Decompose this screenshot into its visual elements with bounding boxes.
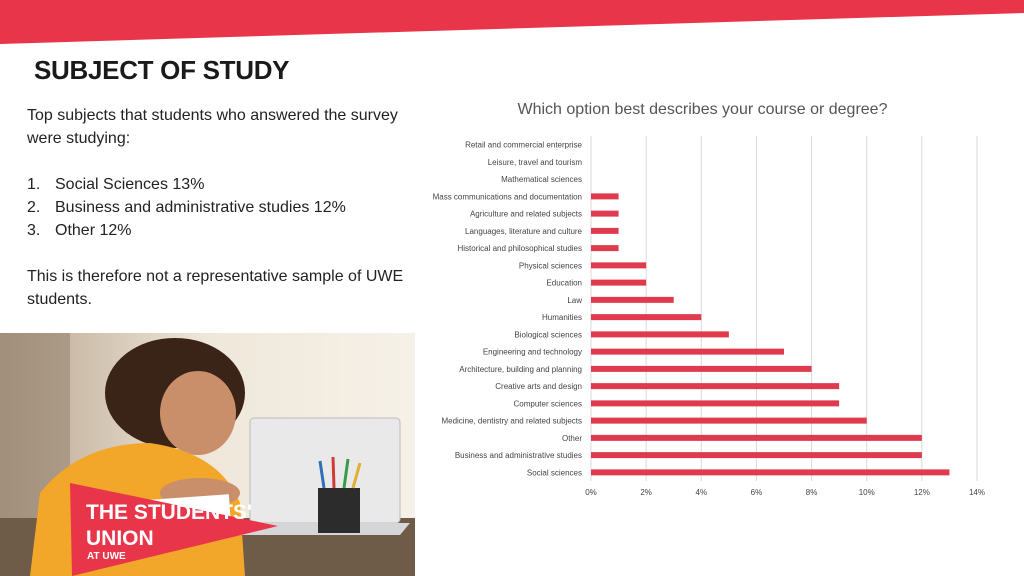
category-label: Architecture, building and planning [459,365,582,374]
logo-line-2: UNION [86,527,154,550]
chart-bars [591,193,950,476]
logo-triangle [70,483,278,576]
category-label: Biological sciences [514,330,582,339]
student-photo: THE STUDENTS' UNION AT UWE [0,333,415,576]
x-axis-ticks: 0% 2% 4% 6% 8% 10% 12% 14% [585,488,985,497]
category-labels: Retail and commercial enterprise Leisure,… [433,141,583,478]
tick-label: 12% [914,488,930,497]
bar [591,210,619,217]
tick-label: 6% [751,488,763,497]
category-label: Computer sciences [514,399,582,408]
list-item: 2. Business and administrative studies 12… [27,196,407,219]
list-item: 3. Other 12% [27,219,407,242]
list-number: 3. [27,222,41,239]
bar [591,417,867,424]
bar [591,193,619,200]
bar [591,383,840,390]
chart-grid [590,136,978,481]
face [160,371,236,455]
conclusion-paragraph: This is therefore not a representative s… [27,268,404,308]
category-label: Mass communications and documentation [433,192,582,201]
category-label: Agriculture and related subjects [470,210,582,219]
category-label: Medicine, dentistry and related subjects [441,417,582,426]
category-label: Law [567,296,582,305]
bar [591,400,840,407]
photo-illustration: THE STUDENTS' UNION AT UWE [0,333,415,576]
bar [591,434,922,441]
logo-line-3: AT UWE [87,551,126,562]
list-number: 1. [27,176,41,193]
list-text: Other 12% [55,222,132,239]
category-label: Social sciences [527,468,582,477]
category-label: Humanities [542,313,582,322]
category-label: Languages, literature and culture [465,227,583,236]
category-label: Mathematical sciences [501,175,582,184]
tick-label: 4% [696,488,708,497]
tick-label: 10% [859,488,875,497]
list-number: 2. [27,199,41,216]
category-label: Historical and philosophical studies [457,244,582,253]
bar [591,279,647,286]
top-subjects-list: 1. Social Sciences 13% 2. Business and adm… [27,173,407,242]
tick-label: 2% [640,488,652,497]
bar [591,331,729,338]
tick-label: 0% [585,488,597,497]
bar [591,262,647,269]
bar [591,245,619,252]
list-item: 1. Social Sciences 13% [27,173,407,196]
top-banner [0,0,1024,44]
logo-line-1: THE STUDENTS' [86,501,252,524]
category-label: Business and administrative studies [455,451,582,460]
category-label: Leisure, travel and tourism [488,158,583,167]
bar [591,469,950,476]
intro-text-block: Top subjects that students who answered … [27,104,407,311]
category-label: Creative arts and design [495,382,582,391]
bar [591,348,784,355]
chart-title: Which option best describes your course … [517,101,888,118]
list-text: Business and administrative studies 12% [55,199,346,216]
category-label: Physical sciences [519,261,582,270]
tick-label: 8% [806,488,818,497]
bar [591,365,812,372]
banner-shape [0,0,1024,44]
category-label: Engineering and technology [483,348,582,357]
pen-holder [318,488,360,533]
list-text: Social Sciences 13% [55,176,205,193]
bar [591,227,619,234]
tick-label: 14% [969,488,985,497]
category-label: Other [562,434,582,443]
category-label: Retail and commercial enterprise [465,141,582,150]
bar [591,296,674,303]
page-title: SUBJECT OF STUDY [34,55,290,85]
bar [591,452,922,459]
category-label: Education [546,279,582,288]
bar [591,314,702,321]
intro-paragraph: Top subjects that students who answered … [27,107,398,147]
